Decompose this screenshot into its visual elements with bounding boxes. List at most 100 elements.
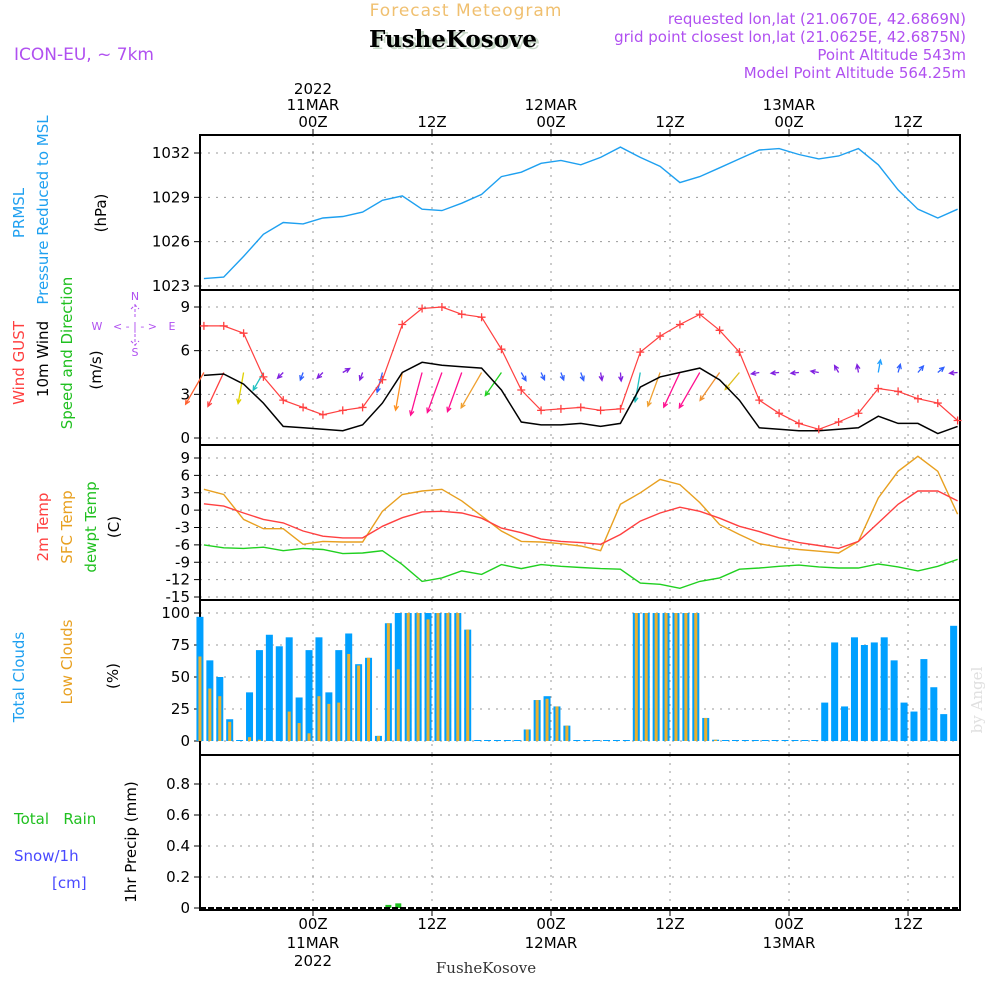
gust-marker <box>239 329 248 338</box>
compass-arrows: < - | - > <box>113 320 157 333</box>
total-cloud-bar <box>900 702 908 741</box>
gust-marker <box>695 310 704 319</box>
total-cloud-bar <box>920 659 928 741</box>
low-cloud-bar <box>228 721 232 741</box>
total-cloud-bar <box>513 740 521 741</box>
total-cloud-bar <box>335 650 343 741</box>
low-cloud-bar <box>664 613 668 741</box>
cloud-labels: Total Clouds Low Clouds (%) <box>10 619 122 723</box>
prmsl-label: PRMSL <box>10 187 28 238</box>
total-cloud-bar <box>850 637 858 741</box>
gust-marker <box>715 326 724 335</box>
sfc-temp-line <box>203 455 959 554</box>
tsfc-label: SFC Temp <box>58 490 76 563</box>
y-tick-label: 0 <box>180 732 190 750</box>
wind-arrow <box>252 372 264 392</box>
gust-marker <box>735 348 744 357</box>
low-cloud-bar <box>644 613 648 741</box>
gust-marker <box>894 387 903 396</box>
requested-coords: requested lon,lat (21.0670E, 42.6869N) <box>668 10 966 28</box>
wind-arrow <box>789 370 799 376</box>
gust-marker <box>398 320 407 329</box>
y-tick-label: -9 <box>175 553 190 571</box>
y-tick-label: 1026 <box>152 233 190 251</box>
low-cloud-bar <box>704 717 708 741</box>
station-name: FusheKosove <box>369 26 537 53</box>
gust-marker <box>219 321 228 330</box>
model-label: ICON-EU, ~ 7km <box>14 45 154 65</box>
clouds-unit: (%) <box>104 663 122 689</box>
y-tick-label: 0.8 <box>166 775 190 793</box>
low-cloud-bar <box>525 729 529 741</box>
gust-marker <box>675 320 684 329</box>
gust-marker <box>537 406 546 415</box>
gust-marker <box>556 404 565 413</box>
y-tick-label: 0.6 <box>166 806 190 824</box>
gust-marker <box>576 403 585 412</box>
wind-arrow <box>948 370 958 376</box>
wind-arrow <box>663 372 681 409</box>
total-cloud-bar <box>603 740 611 741</box>
bottom-x-tick-label: 00Z <box>774 915 803 933</box>
t2m-temp-line <box>203 490 958 550</box>
total-cloud-bar <box>821 702 829 741</box>
wind-arrow <box>855 363 861 373</box>
bottom-x-tick-label: 00Z <box>536 915 565 933</box>
compass-s: S <box>132 346 139 359</box>
low-cloud-bar <box>386 623 390 741</box>
compass-e: E <box>169 320 176 333</box>
total-cloud-bar <box>841 706 849 741</box>
bottom-x-tick-label: 12Z <box>417 915 446 933</box>
wind-arrow <box>446 372 463 414</box>
pressure-labels: PRMSL Pressure Reduced to MSL (hPa) <box>10 115 110 305</box>
low-cloud-bar <box>367 657 371 741</box>
panel-clouds: 0 25 50 75 100 <box>161 599 961 756</box>
y-tick-label: -3 <box>175 519 190 537</box>
pressure-line <box>203 146 958 280</box>
y-tick-label: 9 <box>180 298 190 316</box>
y-tick-label: -6 <box>175 536 190 554</box>
total-cloud-bar <box>583 740 591 741</box>
low-cloud-bar <box>714 739 718 741</box>
low-cloud-bar <box>406 613 410 741</box>
wind-arrow <box>559 372 565 382</box>
temp-labels: 2m Temp SFC Temp dewpt Temp (C) <box>34 481 123 572</box>
wind-arrow <box>598 372 604 382</box>
total-cloud-bar <box>880 637 888 741</box>
wind-arrow <box>316 372 324 380</box>
gust-marker <box>953 416 962 425</box>
wind-labels: Wind GUST 10m Wind Speed and Direction (… <box>10 277 176 430</box>
wind-arrow <box>184 372 205 406</box>
total-cloud-bar <box>593 740 601 741</box>
gust-marker <box>358 403 367 412</box>
y-tick-label: 3 <box>180 484 190 502</box>
panel-precipitation: 0 0.2 0.4 0.6 0.8 <box>166 754 961 917</box>
model-point-altitude: Model Point Altitude 564.25m <box>744 64 966 82</box>
gust-marker <box>338 406 347 415</box>
low-cloud-bar <box>545 698 549 741</box>
top-year-label: 2022 <box>294 80 332 98</box>
low-cloud-bar <box>674 613 678 741</box>
wind-arrow <box>579 372 585 382</box>
wind-arrow <box>299 372 305 382</box>
gust-marker <box>834 417 843 426</box>
point-altitude: Point Altitude 543m <box>817 46 966 64</box>
total-cloud-bar <box>503 740 511 741</box>
y-tick-label: -12 <box>166 571 191 589</box>
wind-arrow <box>460 372 483 410</box>
gust-marker <box>874 384 883 393</box>
pressure-label: Pressure Reduced to MSL <box>34 115 52 305</box>
dewpoint-line <box>203 544 958 590</box>
low-cloud-bar <box>654 613 658 741</box>
wind-unit: (m/s) <box>87 350 105 389</box>
wind-arrow <box>699 372 721 402</box>
top-x-tick-label: 12Z <box>417 113 446 131</box>
wind-arrow <box>409 372 423 417</box>
gust-marker <box>616 404 625 413</box>
bottom-day-label: 11MAR <box>287 934 340 952</box>
wind-arrow <box>358 372 364 382</box>
total-cloud-bar <box>275 646 283 741</box>
top-x-tick-label: 00Z <box>774 113 803 131</box>
